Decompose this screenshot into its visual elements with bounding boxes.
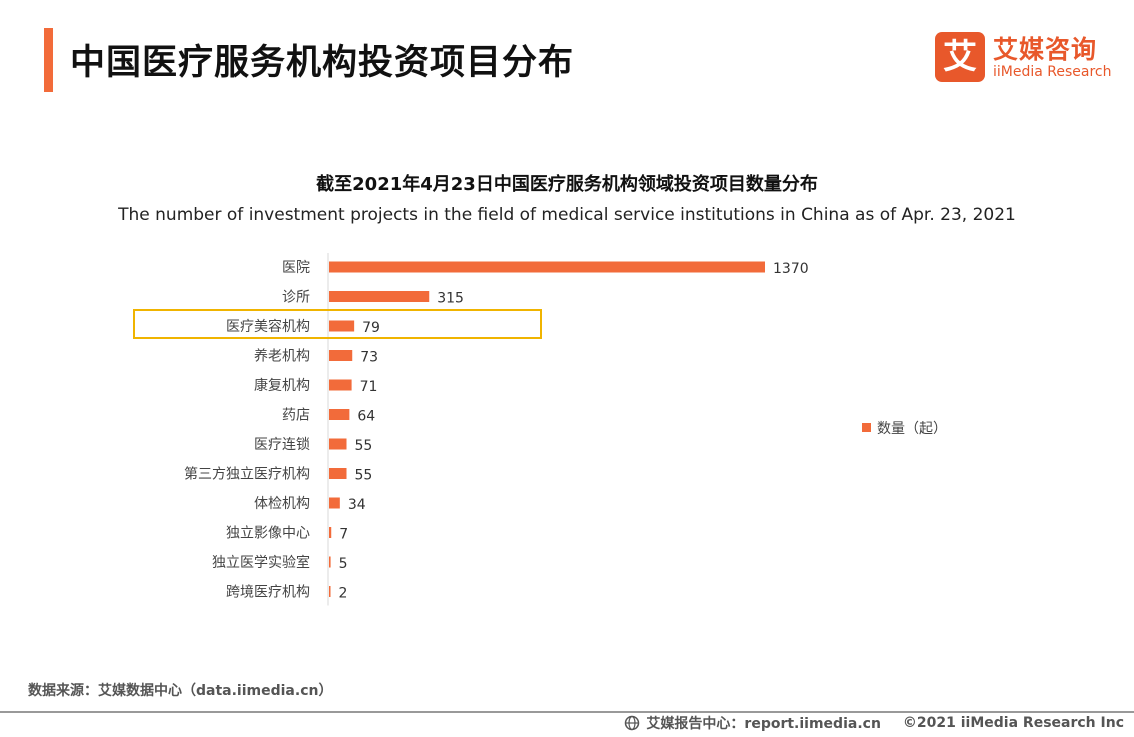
category-label: 跨境医疗机构 [226, 585, 310, 601]
chart-subtitle: The number of investment projects in the… [118, 205, 1016, 225]
category-label: 养老机构 [254, 349, 310, 365]
bar [329, 409, 350, 420]
data-label: 55 [355, 438, 373, 454]
bar [329, 468, 347, 479]
chart-title: 截至2021年4月23日中国医疗服务机构领域投资项目数量分布 [316, 174, 818, 195]
title-accent-bar [44, 28, 53, 92]
bar [329, 527, 332, 538]
logo-english-name: iiMedia Research [993, 64, 1112, 80]
category-label: 医疗连锁 [254, 437, 310, 453]
bar [329, 497, 340, 509]
category-label: 康复机构 [254, 377, 310, 394]
category-label: 医疗美容机构 [226, 318, 310, 335]
highlight-box [133, 309, 542, 339]
brand-logo: 艾 艾媒咨询 iiMedia Research [935, 32, 1125, 88]
category-label: 独立影像中心 [226, 526, 310, 542]
category-label: 药店 [282, 408, 310, 424]
bar [329, 320, 355, 332]
bar [329, 438, 347, 450]
data-label: 71 [360, 379, 378, 395]
legend-swatch [862, 423, 871, 432]
logo-mark-icon: 艾 [935, 32, 985, 82]
data-label: 73 [360, 350, 378, 366]
globe-icon [625, 715, 640, 731]
bar [329, 556, 331, 568]
category-label: 体检机构 [254, 496, 310, 512]
data-source: 数据来源：艾媒数据中心（data.iimedia.cn） [28, 683, 333, 699]
bar [329, 350, 353, 361]
bar [329, 379, 352, 391]
data-label: 34 [348, 497, 366, 513]
report-center-link[interactable]: 艾媒报告中心：report.iimedia.cn [646, 716, 881, 732]
footer: 艾媒报告中心：report.iimedia.cn ©2021 iiMedia R… [624, 713, 1124, 733]
data-label: 55 [355, 468, 373, 484]
category-label: 医院 [282, 260, 310, 276]
bar [329, 261, 765, 273]
page-title: 中国医疗服务机构投资项目分布 [70, 43, 575, 83]
copyright: ©2021 iiMedia Research Inc [902, 715, 1124, 731]
logo-chinese-name: 艾媒咨询 [993, 35, 1098, 64]
category-label: 独立医学实验室 [212, 554, 310, 571]
data-label: 2 [339, 586, 348, 602]
data-label: 64 [357, 409, 375, 425]
data-label: 1370 [773, 261, 809, 277]
footer-divider [0, 711, 1134, 713]
data-label: 315 [437, 291, 464, 307]
bar-chart: 医院 1370 诊所 315 医疗美容机构 79 养老机构 73 康复机构 71 药店 64 医疗连锁 5… [184, 253, 947, 606]
data-label: 5 [339, 556, 348, 572]
bar [329, 291, 430, 302]
legend-label: 数量（起） [877, 421, 947, 437]
data-label: 79 [362, 320, 380, 336]
data-label: 7 [339, 527, 348, 543]
bar [329, 586, 331, 597]
category-label: 诊所 [282, 290, 310, 306]
category-label: 第三方独立医疗机构 [184, 466, 310, 483]
